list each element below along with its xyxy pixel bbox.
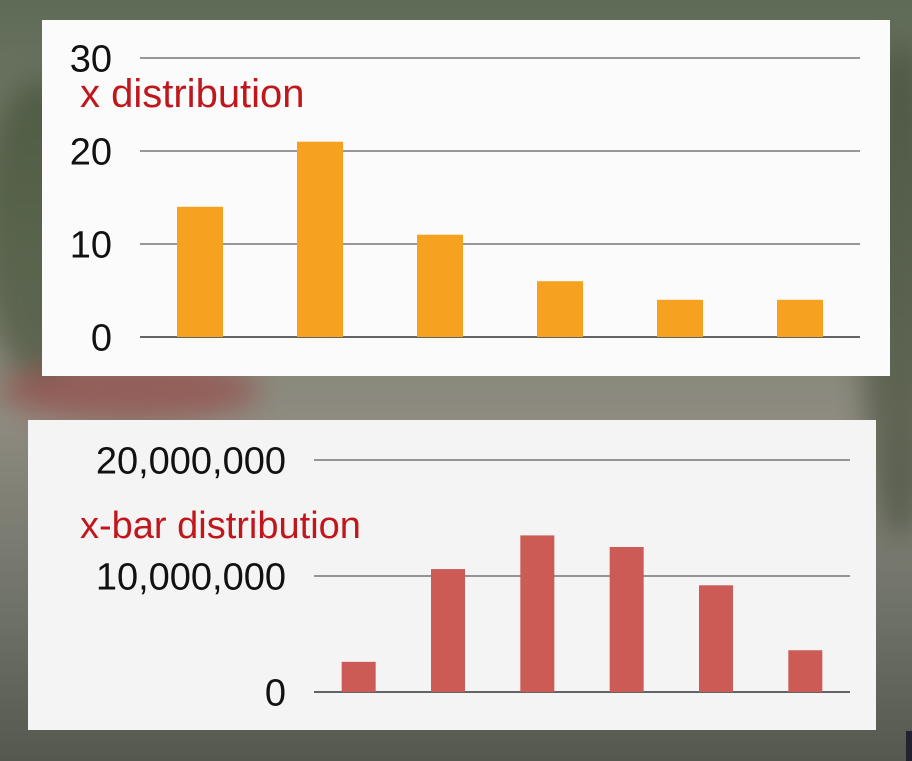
bar: [520, 535, 555, 692]
y-tick-label: 10: [70, 225, 112, 267]
bars: [177, 141, 823, 337]
x-bar-distribution-chart: 0 10,000,000 20,000,000 x-bar distribution: [28, 420, 876, 730]
y-tick-label: 10,000,000: [96, 557, 286, 599]
bar: [431, 569, 465, 692]
bar: [777, 299, 823, 337]
y-tick-label: 30: [70, 39, 112, 81]
bar: [297, 141, 343, 337]
bar: [417, 234, 463, 337]
bar: [657, 299, 703, 337]
grid: [140, 57, 860, 338]
bar: [341, 661, 376, 692]
bar: [609, 547, 644, 692]
y-axis-ticks: 0 10,000,000 20,000,000: [96, 441, 286, 715]
y-tick-label: 20,000,000: [96, 441, 286, 483]
y-tick-label: 20: [70, 132, 112, 174]
y-tick-label: 0: [265, 673, 286, 715]
chart-title: x distribution: [80, 72, 305, 116]
x-distribution-chart: 0 10 20 30 x distribution: [42, 20, 890, 376]
bar: [788, 650, 823, 692]
y-axis-ticks: 0 10 20 30: [70, 39, 112, 360]
bar: [537, 281, 583, 337]
bars: [341, 535, 823, 692]
x-distribution-chart-svg: 0 10 20 30 x distribution: [70, 39, 860, 360]
corner-badge: [906, 731, 912, 761]
chart-title: x-bar distribution: [80, 505, 361, 547]
x-bar-distribution-chart-svg: 0 10,000,000 20,000,000 x-bar distribution: [80, 441, 850, 715]
grid: [314, 459, 850, 693]
bar: [699, 585, 733, 692]
bar: [177, 206, 223, 337]
y-tick-label: 0: [91, 318, 112, 360]
